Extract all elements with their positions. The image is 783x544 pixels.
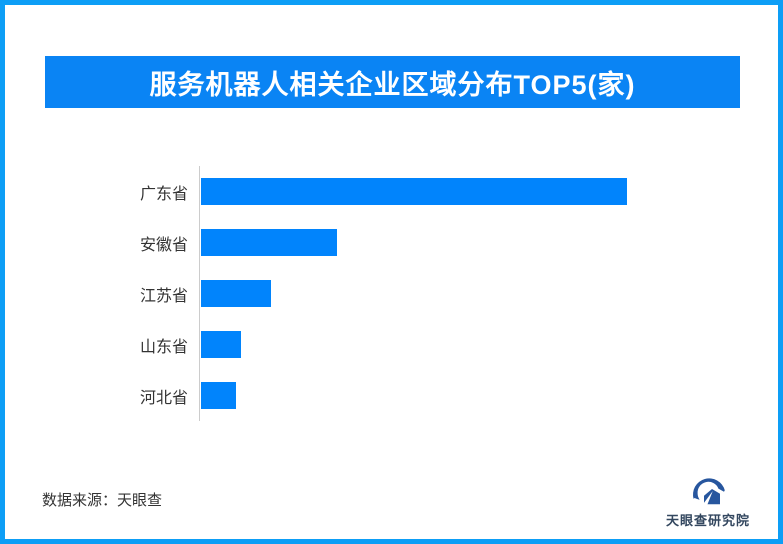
data-source-text: 数据来源：天眼查 — [42, 492, 163, 509]
category-label: 江苏省 — [139, 287, 188, 305]
category-label: 河北省 — [139, 389, 188, 407]
chart-title-bar: 服务机器人相关企业区域分布TOP5(家) — [45, 56, 740, 108]
chart-title: 服务机器人相关企业区域分布TOP5(家) — [149, 69, 636, 100]
tianyancha-logo-icon — [692, 478, 725, 505]
y-axis-line — [199, 166, 200, 421]
chart-row: 江苏省 — [5, 268, 778, 319]
value-bar — [201, 331, 241, 358]
bar-chart: 广东省安徽省江苏省山东省河北省 — [5, 166, 778, 426]
category-label: 广东省 — [139, 185, 188, 203]
chart-row: 安徽省 — [5, 217, 778, 268]
category-label: 安徽省 — [139, 236, 188, 254]
value-bar — [201, 280, 271, 307]
value-bar — [201, 382, 236, 409]
tianyancha-logo: 天眼查研究院 — [653, 467, 763, 529]
chart-row: 广东省 — [5, 166, 778, 217]
chart-row: 山东省 — [5, 319, 778, 370]
chart-row: 河北省 — [5, 370, 778, 421]
value-bar — [201, 178, 627, 205]
chart-rows: 广东省安徽省江苏省山东省河北省 — [5, 166, 778, 421]
tianyancha-logo-text: 天眼查研究院 — [665, 513, 750, 528]
category-label: 山东省 — [139, 338, 188, 356]
value-bar — [201, 229, 337, 256]
